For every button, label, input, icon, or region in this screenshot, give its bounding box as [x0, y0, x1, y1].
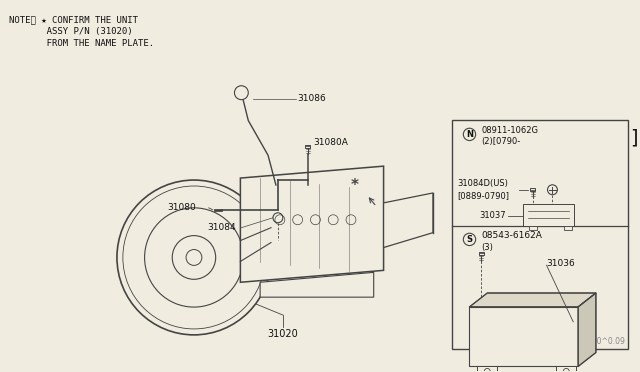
Text: 31020: 31020	[268, 329, 298, 339]
Text: *: *	[351, 177, 359, 192]
Text: 31086: 31086	[298, 94, 326, 103]
Bar	[452, 121, 627, 349]
Text: 08543-6162A: 08543-6162A	[481, 231, 542, 240]
Text: 31084: 31084	[207, 223, 236, 232]
Text: N: N	[466, 130, 473, 139]
Text: FROM THE NAME PLATE.: FROM THE NAME PLATE.	[10, 39, 154, 48]
Text: 08911-1062G: 08911-1062G	[481, 126, 538, 135]
Bar	[305, 145, 310, 148]
Bar	[523, 203, 574, 225]
Text: ^3.0^0.09: ^3.0^0.09	[584, 337, 625, 346]
Text: (3): (3)	[481, 243, 493, 252]
Bar	[470, 307, 578, 366]
Bar	[556, 366, 576, 372]
Bar	[529, 225, 537, 231]
Polygon shape	[470, 293, 596, 307]
Polygon shape	[241, 166, 383, 282]
Text: [0889-0790]: [0889-0790]	[458, 191, 509, 200]
Text: ASSY P/N (31020): ASSY P/N (31020)	[10, 27, 133, 36]
Bar	[564, 225, 572, 231]
Text: ]: ]	[630, 129, 638, 148]
Bar	[477, 366, 497, 372]
Polygon shape	[578, 293, 596, 366]
Text: (2)[0790-: (2)[0790-	[481, 137, 520, 146]
Text: 31080A: 31080A	[314, 138, 348, 147]
Polygon shape	[260, 272, 374, 297]
Text: 31080: 31080	[167, 203, 196, 212]
Bar	[479, 252, 484, 255]
Polygon shape	[383, 193, 433, 247]
Text: 31037: 31037	[479, 211, 506, 220]
Bar	[530, 188, 535, 191]
Text: NOTE） ★ CONFIRM THE UNIT: NOTE） ★ CONFIRM THE UNIT	[10, 15, 138, 24]
Text: 31084D(US): 31084D(US)	[458, 179, 509, 188]
Text: S: S	[467, 235, 472, 244]
Text: 31036: 31036	[547, 259, 575, 268]
